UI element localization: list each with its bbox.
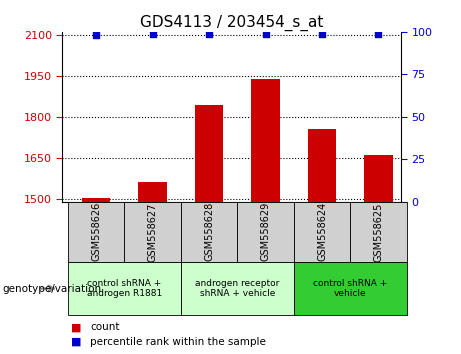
Bar: [364, 155, 393, 202]
Bar: [181, 202, 237, 262]
Text: GSM558627: GSM558627: [148, 202, 158, 262]
Text: GSM558624: GSM558624: [317, 202, 327, 262]
Text: GSM558628: GSM558628: [204, 202, 214, 262]
Point: [375, 31, 382, 36]
Point: [262, 31, 269, 36]
Text: percentile rank within the sample: percentile rank within the sample: [90, 337, 266, 347]
Text: ■: ■: [71, 322, 82, 332]
Text: GSM558625: GSM558625: [373, 202, 384, 262]
Bar: [350, 202, 407, 262]
Point: [92, 33, 100, 38]
Text: GSM558626: GSM558626: [91, 202, 101, 262]
Bar: [237, 202, 294, 262]
Text: genotype/variation: genotype/variation: [2, 284, 101, 293]
Bar: [181, 262, 294, 315]
Bar: [308, 129, 336, 202]
Text: control shRNA +
vehicle: control shRNA + vehicle: [313, 279, 387, 298]
Text: control shRNA +
androgen R1881: control shRNA + androgen R1881: [87, 279, 162, 298]
Bar: [195, 105, 223, 202]
Point: [149, 31, 156, 36]
Text: GSM558629: GSM558629: [260, 202, 271, 262]
Text: ■: ■: [71, 337, 82, 347]
Bar: [294, 262, 407, 315]
Text: count: count: [90, 322, 119, 332]
Point: [318, 31, 325, 36]
Bar: [294, 202, 350, 262]
Bar: [82, 198, 110, 202]
Bar: [124, 202, 181, 262]
Point: [206, 31, 213, 36]
Bar: [138, 182, 167, 202]
Text: androgen receptor
shRNA + vehicle: androgen receptor shRNA + vehicle: [195, 279, 279, 298]
Bar: [251, 79, 280, 202]
Bar: [68, 262, 181, 315]
Bar: [68, 202, 124, 262]
Title: GDS4113 / 203454_s_at: GDS4113 / 203454_s_at: [140, 14, 323, 30]
